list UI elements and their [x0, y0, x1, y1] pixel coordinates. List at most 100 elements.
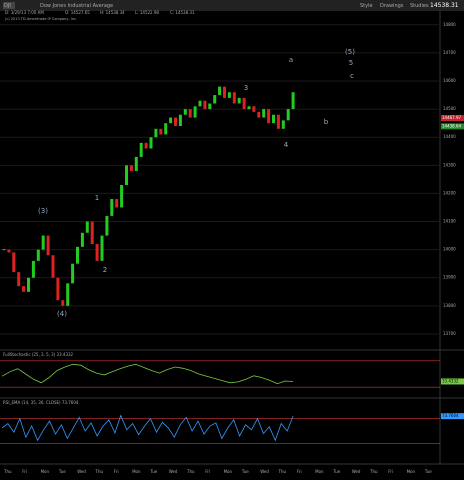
date-label: Wed — [260, 469, 269, 474]
wave-label: 1 — [95, 194, 99, 202]
wave-label: a — [289, 56, 293, 64]
price-marker — [441, 123, 464, 130]
date-label: Wed — [352, 469, 361, 474]
candle — [203, 100, 207, 110]
wave-label: (4) — [57, 310, 67, 318]
candle — [232, 92, 236, 104]
toolbar — [0, 0, 464, 11]
last-price: 14538.31 — [430, 2, 459, 9]
price-tick-label: 14100 — [443, 219, 456, 224]
symbol-box[interactable] — [3, 2, 15, 9]
studies-button[interactable]: Studies — [410, 3, 429, 9]
price-tick-label: 14400 — [443, 134, 456, 139]
price-tick-label: 14800 — [443, 22, 456, 27]
close: C: 14538.31 — [170, 10, 195, 15]
price-tick-label: 13900 — [443, 275, 456, 280]
candle — [31, 260, 35, 278]
candle — [51, 255, 55, 278]
symbol-name: Dow Jones Industrial Average — [40, 3, 113, 9]
date-label: Mon — [315, 469, 324, 474]
wave-label: (5) — [345, 48, 355, 56]
candle — [174, 117, 177, 126]
candle — [36, 249, 40, 261]
candle — [198, 100, 202, 107]
date-label: Fri — [388, 469, 393, 474]
candle — [12, 252, 16, 273]
date-label: Tue — [424, 469, 432, 474]
price-tick-label: 14000 — [443, 247, 456, 252]
candle — [252, 106, 256, 112]
candle — [188, 109, 192, 118]
candle — [193, 106, 197, 118]
date-label: Thu — [95, 469, 104, 474]
wave-label: 5 — [349, 59, 353, 67]
candle — [95, 244, 99, 261]
candle — [267, 109, 271, 124]
symbol[interactable]: DJI — [4, 3, 11, 9]
price-tick-label: 13800 — [443, 303, 456, 308]
candle — [27, 277, 30, 292]
candle — [105, 215, 109, 236]
date-label: Wed — [169, 469, 178, 474]
date-label: Tue — [241, 469, 249, 474]
candle — [213, 95, 217, 104]
date-label: Mon — [132, 469, 141, 474]
candle — [66, 283, 70, 306]
low: L: 14522.98 — [135, 10, 159, 15]
candle — [178, 114, 182, 126]
wave-label: c — [350, 72, 354, 80]
drawings-button[interactable]: Drawings — [380, 3, 404, 9]
date-label: Thu — [278, 469, 287, 474]
price-tick-label: 13700 — [443, 331, 456, 336]
indicator-line — [1, 414, 294, 442]
candle — [276, 114, 280, 129]
date-label: Mon — [407, 469, 416, 474]
candle — [237, 97, 241, 104]
price-tick-label: 14300 — [443, 162, 456, 167]
wave-label: b — [324, 118, 329, 126]
candle — [164, 123, 168, 135]
candle — [257, 111, 261, 118]
candle — [80, 232, 84, 247]
date-label: Thu — [3, 469, 12, 474]
date-label: Thu — [369, 469, 378, 474]
indicator-last: 73.7604 — [442, 413, 459, 418]
candle — [154, 128, 158, 138]
price-tick-label: 14700 — [443, 50, 456, 55]
price-marker-label: 14438.64 — [442, 123, 462, 128]
wave-label: (3) — [38, 207, 48, 215]
indicator-marker — [441, 378, 464, 385]
candle — [149, 137, 153, 149]
candle — [139, 142, 143, 157]
candle — [125, 165, 128, 185]
date-label: Fri — [205, 469, 210, 474]
date-label: Wed — [77, 469, 86, 474]
price-tick-label: 14200 — [443, 190, 456, 195]
candle — [61, 300, 65, 306]
copyright: (c) 2013 TD Ameritrade IP Company, Inc. — [5, 17, 77, 21]
date-label: Tue — [332, 469, 340, 474]
open: O: 14527.65 — [65, 10, 90, 15]
price-marker-label: 14467.97 — [442, 115, 462, 120]
candle — [159, 128, 163, 135]
candle — [218, 86, 222, 96]
candle — [71, 263, 75, 284]
date-label: Tue — [58, 469, 66, 474]
indicator-marker — [441, 413, 464, 420]
candle — [262, 109, 266, 118]
candle — [291, 92, 295, 110]
date-label: Fri — [114, 469, 119, 474]
price-marker — [441, 115, 464, 122]
candle — [85, 221, 89, 233]
candle — [144, 142, 148, 149]
date-label: Thu — [186, 469, 195, 474]
wave-label: 3 — [244, 84, 248, 92]
candle — [100, 235, 104, 261]
candle — [120, 185, 124, 208]
candle — [41, 235, 45, 250]
candle — [223, 86, 226, 98]
candle — [76, 246, 79, 264]
style-button[interactable]: Style — [360, 3, 373, 9]
